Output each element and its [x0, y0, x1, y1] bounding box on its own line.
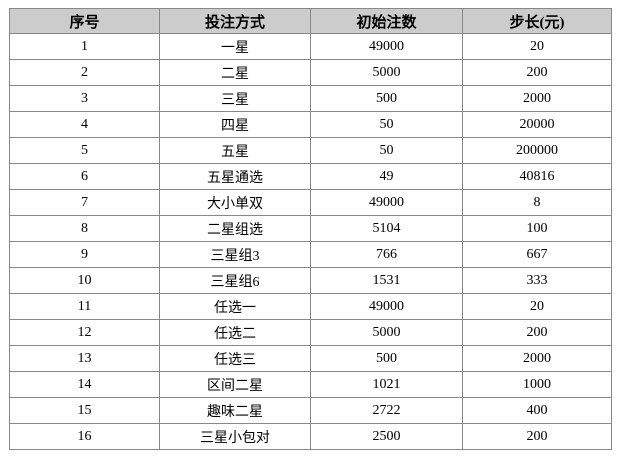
- table-cell: 200: [462, 59, 612, 86]
- column-header-step-yuan: 步长(元): [462, 8, 612, 34]
- table-cell: 9: [9, 241, 160, 268]
- table-cell: 三星组6: [159, 267, 311, 294]
- table-header: 序号 投注方式 初始注数 步长(元): [9, 8, 612, 34]
- table-cell: 2000: [462, 85, 612, 112]
- table-cell: 500: [310, 85, 463, 112]
- table-cell: 2: [9, 59, 160, 86]
- table-cell: 500: [310, 345, 463, 372]
- table-cell: 三星组3: [159, 241, 311, 268]
- table-row: 9 三星组3 766 667: [9, 241, 612, 268]
- column-header-serial: 序号: [9, 8, 160, 34]
- table-cell: 任选三: [159, 345, 311, 372]
- table-cell: 20: [462, 33, 612, 60]
- table-cell: 五星: [159, 137, 311, 164]
- table-row: 6 五星通选 49 40816: [9, 163, 612, 190]
- table-cell: 5000: [310, 319, 463, 346]
- table-cell: 49000: [310, 293, 463, 320]
- table-cell: 1531: [310, 267, 463, 294]
- table-cell: 400: [462, 397, 612, 424]
- table-row: 1 一星 49000 20: [9, 33, 612, 60]
- table-cell: 任选二: [159, 319, 311, 346]
- table-row: 8 二星组选 5104 100: [9, 215, 612, 242]
- table-cell: 3: [9, 85, 160, 112]
- table-cell: 四星: [159, 111, 311, 138]
- table-row: 10 三星组6 1531 333: [9, 267, 612, 294]
- table-body: 1 一星 49000 20 2 二星 5000 200 3 三星 500 2000 4 四星 50 20000…: [9, 33, 612, 450]
- table-cell: 40816: [462, 163, 612, 190]
- table-cell: 5104: [310, 215, 463, 242]
- table-cell: 14: [9, 371, 160, 398]
- table-cell: 一星: [159, 33, 311, 60]
- table-cell: 二星组选: [159, 215, 311, 242]
- table-cell: 三星: [159, 85, 311, 112]
- table-cell: 49000: [310, 33, 463, 60]
- table-row: 11 任选一 49000 20: [9, 293, 612, 320]
- table-row: 16 三星小包对 2500 200: [9, 423, 612, 450]
- column-header-initial-bets: 初始注数: [310, 8, 463, 34]
- table-cell: 15: [9, 397, 160, 424]
- table-cell: 13: [9, 345, 160, 372]
- table-cell: 趣味二星: [159, 397, 311, 424]
- table-cell: 1: [9, 33, 160, 60]
- table-row: 3 三星 500 2000: [9, 85, 612, 112]
- table-cell: 200000: [462, 137, 612, 164]
- table-row: 15 趣味二星 2722 400: [9, 397, 612, 424]
- column-header-betting-method: 投注方式: [159, 8, 311, 34]
- table-cell: 任选一: [159, 293, 311, 320]
- table-cell: 49000: [310, 189, 463, 216]
- table-row: 14 区间二星 1021 1000: [9, 371, 612, 398]
- table-cell: 1000: [462, 371, 612, 398]
- header-row: 序号 投注方式 初始注数 步长(元): [9, 8, 612, 34]
- table-cell: 4: [9, 111, 160, 138]
- table-cell: 50: [310, 111, 463, 138]
- table-cell: 2000: [462, 345, 612, 372]
- table-cell: 2500: [310, 423, 463, 450]
- table-cell: 1021: [310, 371, 463, 398]
- table-cell: 8: [9, 215, 160, 242]
- betting-methods-table: 序号 投注方式 初始注数 步长(元) 1 一星 49000 20 2 二星 5000 200 3…: [9, 8, 612, 450]
- table-row: 13 任选三 500 2000: [9, 345, 612, 372]
- table-cell: 8: [462, 189, 612, 216]
- table-cell: 五星通选: [159, 163, 311, 190]
- table-cell: 5000: [310, 59, 463, 86]
- table-cell: 49: [310, 163, 463, 190]
- table-cell: 区间二星: [159, 371, 311, 398]
- table-cell: 20: [462, 293, 612, 320]
- table-cell: 三星小包对: [159, 423, 311, 450]
- table-cell: 333: [462, 267, 612, 294]
- table-cell: 2722: [310, 397, 463, 424]
- table-cell: 766: [310, 241, 463, 268]
- table-cell: 10: [9, 267, 160, 294]
- table-cell: 12: [9, 319, 160, 346]
- table-cell: 11: [9, 293, 160, 320]
- table-row: 2 二星 5000 200: [9, 59, 612, 86]
- table-cell: 20000: [462, 111, 612, 138]
- table-row: 4 四星 50 20000: [9, 111, 612, 138]
- table-cell: 二星: [159, 59, 311, 86]
- table-cell: 100: [462, 215, 612, 242]
- table-cell: 50: [310, 137, 463, 164]
- table-row: 12 任选二 5000 200: [9, 319, 612, 346]
- table-cell: 667: [462, 241, 612, 268]
- table-row: 7 大小单双 49000 8: [9, 189, 612, 216]
- table-cell: 16: [9, 423, 160, 450]
- table-cell: 200: [462, 423, 612, 450]
- table-cell: 5: [9, 137, 160, 164]
- table-cell: 大小单双: [159, 189, 311, 216]
- table-cell: 6: [9, 163, 160, 190]
- table-cell: 200: [462, 319, 612, 346]
- table-row: 5 五星 50 200000: [9, 137, 612, 164]
- table-cell: 7: [9, 189, 160, 216]
